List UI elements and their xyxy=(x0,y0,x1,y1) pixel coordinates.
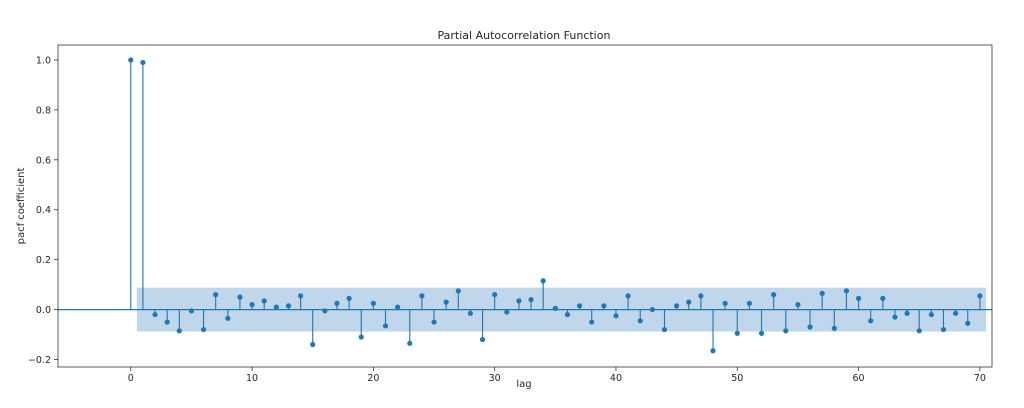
marker-lag-0 xyxy=(128,57,134,63)
marker-lag-56 xyxy=(807,324,813,330)
marker-lag-5 xyxy=(188,308,195,314)
x-tick-label: 60 xyxy=(853,373,865,384)
marker-lag-24 xyxy=(419,293,425,299)
marker-lag-61 xyxy=(868,318,874,324)
marker-lag-64 xyxy=(904,310,910,316)
x-tick-label: 10 xyxy=(246,373,258,384)
marker-lag-36 xyxy=(564,311,571,318)
marker-lag-58 xyxy=(831,325,837,331)
marker-lag-43 xyxy=(649,306,655,313)
y-axis-ticks: −0.2 0.0 0.2 0.4 0.6 0.8 1.0 xyxy=(28,55,58,366)
marker-lag-52 xyxy=(758,330,765,336)
marker-lag-55 xyxy=(795,301,801,308)
marker-lag-40 xyxy=(613,313,619,319)
marker-lag-62 xyxy=(880,295,886,301)
marker-lag-50 xyxy=(734,330,740,336)
marker-lag-18 xyxy=(346,295,352,301)
marker-lag-46 xyxy=(686,299,692,305)
marker-lag-26 xyxy=(443,299,449,305)
marker-lag-23 xyxy=(407,340,413,346)
marker-lag-37 xyxy=(576,303,583,309)
x-tick-label: 30 xyxy=(489,373,501,384)
marker-lag-21 xyxy=(382,323,389,329)
y-tick-label: 0.8 xyxy=(36,105,51,116)
marker-lag-12 xyxy=(273,304,279,310)
x-tick-label: 70 xyxy=(974,373,986,384)
axes-frame xyxy=(57,44,993,368)
x-tick-label: 40 xyxy=(610,373,622,384)
x-tick-label: 50 xyxy=(731,373,743,384)
marker-lag-47 xyxy=(698,293,704,299)
marker-lag-68 xyxy=(953,310,959,316)
marker-lag-19 xyxy=(358,334,364,340)
marker-lag-7 xyxy=(213,292,219,298)
marker-lag-44 xyxy=(661,326,668,333)
marker-lag-28 xyxy=(467,310,474,316)
marker-lag-11 xyxy=(261,298,267,304)
marker-lag-49 xyxy=(722,300,728,306)
marker-lag-14 xyxy=(297,293,304,299)
marker-lag-54 xyxy=(783,328,789,334)
marker-lag-32 xyxy=(516,298,522,304)
marker-lag-51 xyxy=(746,300,753,306)
marker-lag-59 xyxy=(843,288,850,294)
marker-lag-20 xyxy=(370,300,376,306)
y-tick-label: 0.0 xyxy=(36,305,51,316)
marker-lag-30 xyxy=(492,292,498,298)
marker-lag-45 xyxy=(674,303,680,309)
marker-lag-4 xyxy=(176,328,182,334)
marker-lag-15 xyxy=(310,341,316,348)
marker-lag-42 xyxy=(637,318,643,324)
marker-lag-8 xyxy=(225,315,231,321)
chart-title: Partial Autocorrelation Function xyxy=(438,29,611,42)
marker-lag-17 xyxy=(334,300,340,306)
marker-lag-41 xyxy=(625,293,631,299)
marker-lag-34 xyxy=(540,278,546,284)
marker-lag-48 xyxy=(710,348,716,354)
marker-lag-16 xyxy=(322,308,328,314)
y-tick-label: 1.0 xyxy=(36,55,51,66)
marker-lag-65 xyxy=(916,328,922,334)
marker-lag-66 xyxy=(928,311,934,318)
marker-lag-33 xyxy=(528,297,534,303)
marker-lag-10 xyxy=(249,301,255,308)
marker-lag-38 xyxy=(589,319,595,325)
marker-lag-35 xyxy=(552,305,558,311)
marker-lag-27 xyxy=(455,288,461,294)
marker-lag-63 xyxy=(892,314,898,320)
y-tick-label: 0.4 xyxy=(36,205,51,216)
marker-layer xyxy=(128,57,983,354)
marker-lag-13 xyxy=(285,303,292,309)
x-tick-label: 0 xyxy=(128,373,134,384)
marker-lag-6 xyxy=(200,326,207,333)
marker-lag-22 xyxy=(395,304,401,310)
marker-lag-25 xyxy=(431,319,437,325)
marker-lag-1 xyxy=(140,59,146,66)
y-axis-label: pacf coefficient xyxy=(16,168,27,245)
plot-frame xyxy=(57,44,993,368)
x-axis-label: lag xyxy=(516,379,531,390)
marker-lag-70 xyxy=(977,293,983,299)
marker-lag-31 xyxy=(504,309,510,315)
marker-lag-60 xyxy=(855,295,862,301)
marker-lag-53 xyxy=(771,292,777,298)
marker-lag-2 xyxy=(152,311,158,318)
y-tick-label: 0.2 xyxy=(36,255,51,266)
y-tick-label: 0.6 xyxy=(36,155,51,166)
marker-lag-57 xyxy=(819,290,825,296)
marker-lag-67 xyxy=(940,326,947,333)
marker-lag-39 xyxy=(601,303,607,309)
y-tick-label: −0.2 xyxy=(28,355,51,366)
marker-lag-69 xyxy=(965,320,971,326)
x-axis-ticks: 0 10 20 30 40 50 60 70 xyxy=(128,367,986,384)
x-tick-label: 20 xyxy=(367,373,379,384)
marker-lag-9 xyxy=(237,294,243,300)
marker-lag-3 xyxy=(164,319,170,325)
marker-lag-29 xyxy=(479,336,486,343)
